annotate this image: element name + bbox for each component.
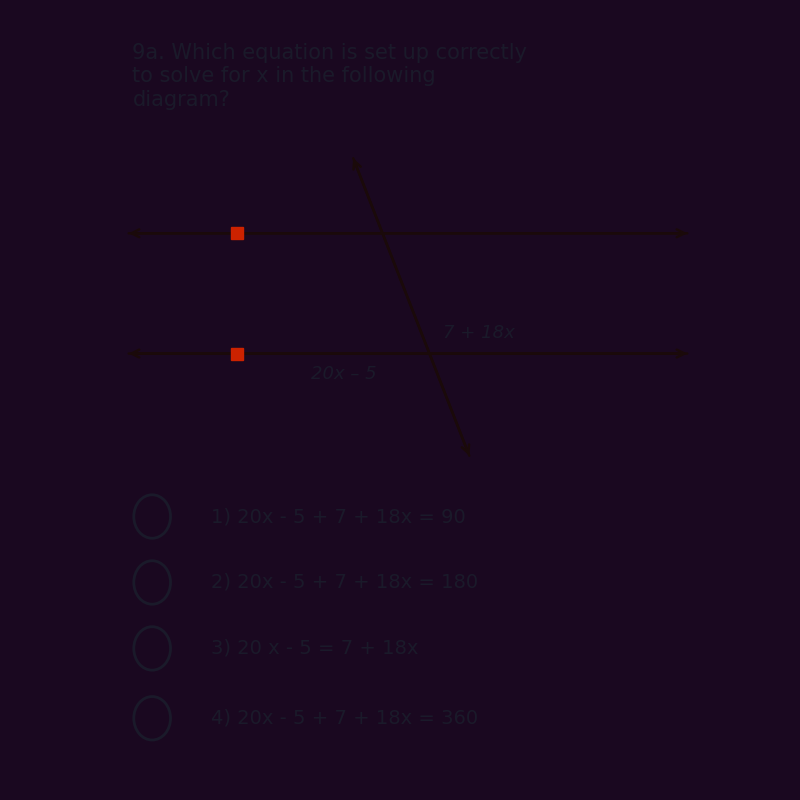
Text: 2) 20x - 5 + 7 + 18x = 180: 2) 20x - 5 + 7 + 18x = 180 — [211, 573, 478, 592]
Text: 4) 20x - 5 + 7 + 18x = 360: 4) 20x - 5 + 7 + 18x = 360 — [211, 709, 478, 728]
Text: 20x – 5: 20x – 5 — [311, 365, 377, 383]
Text: diagram?: diagram? — [133, 90, 230, 110]
Text: 1) 20x - 5 + 7 + 18x = 90: 1) 20x - 5 + 7 + 18x = 90 — [211, 507, 466, 526]
Text: 3) 20 x - 5 = 7 + 18x: 3) 20 x - 5 = 7 + 18x — [211, 639, 418, 658]
Text: 9a. Which equation is set up correctly: 9a. Which equation is set up correctly — [133, 43, 527, 63]
Text: 7 + 18x: 7 + 18x — [442, 324, 514, 342]
Text: to solve for x in the following: to solve for x in the following — [133, 66, 436, 86]
